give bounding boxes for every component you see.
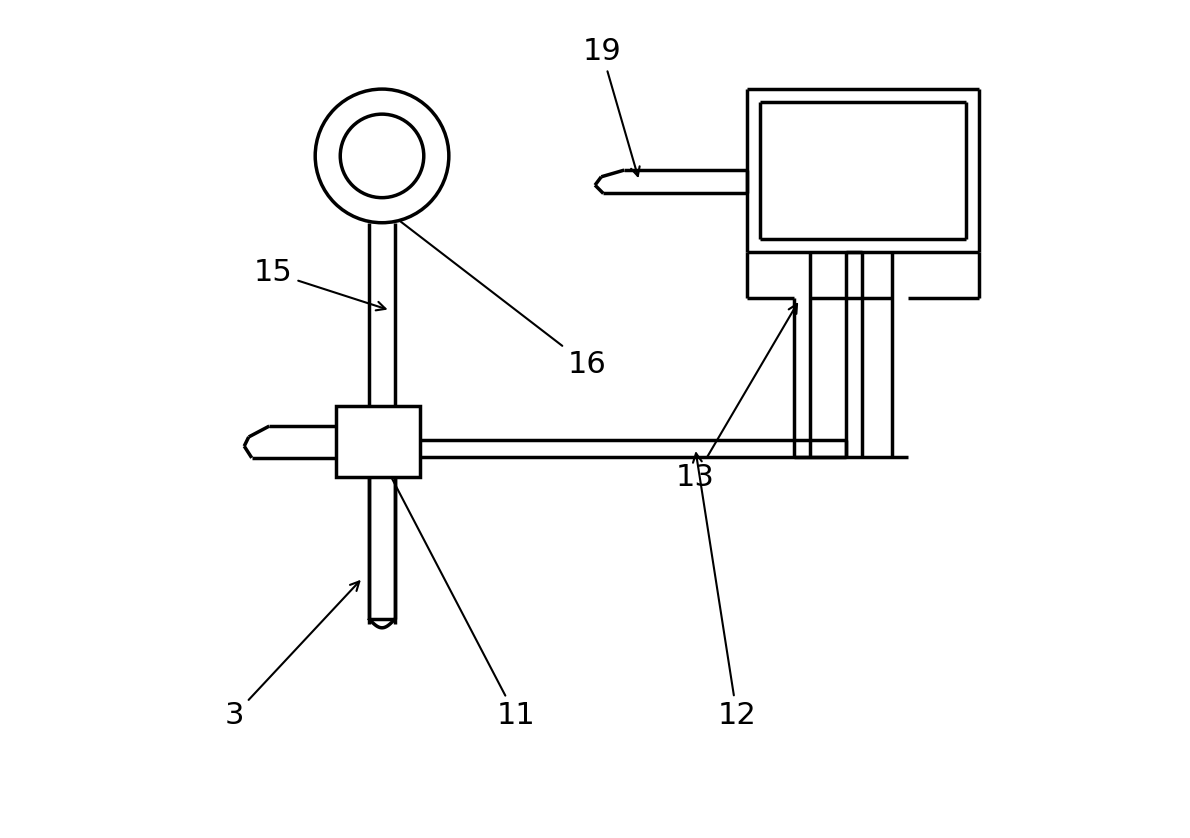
Circle shape (315, 89, 449, 223)
Text: 19: 19 (582, 37, 640, 176)
Text: 16: 16 (388, 212, 606, 379)
Bar (336, 406, 420, 478)
Bar (369, 223, 395, 406)
Text: 12: 12 (693, 453, 757, 730)
Text: 13: 13 (676, 304, 797, 492)
Circle shape (340, 114, 424, 198)
Text: 3: 3 (225, 582, 359, 730)
Bar (252, 426, 336, 458)
Text: 15: 15 (253, 258, 386, 310)
Text: 11: 11 (378, 453, 536, 730)
